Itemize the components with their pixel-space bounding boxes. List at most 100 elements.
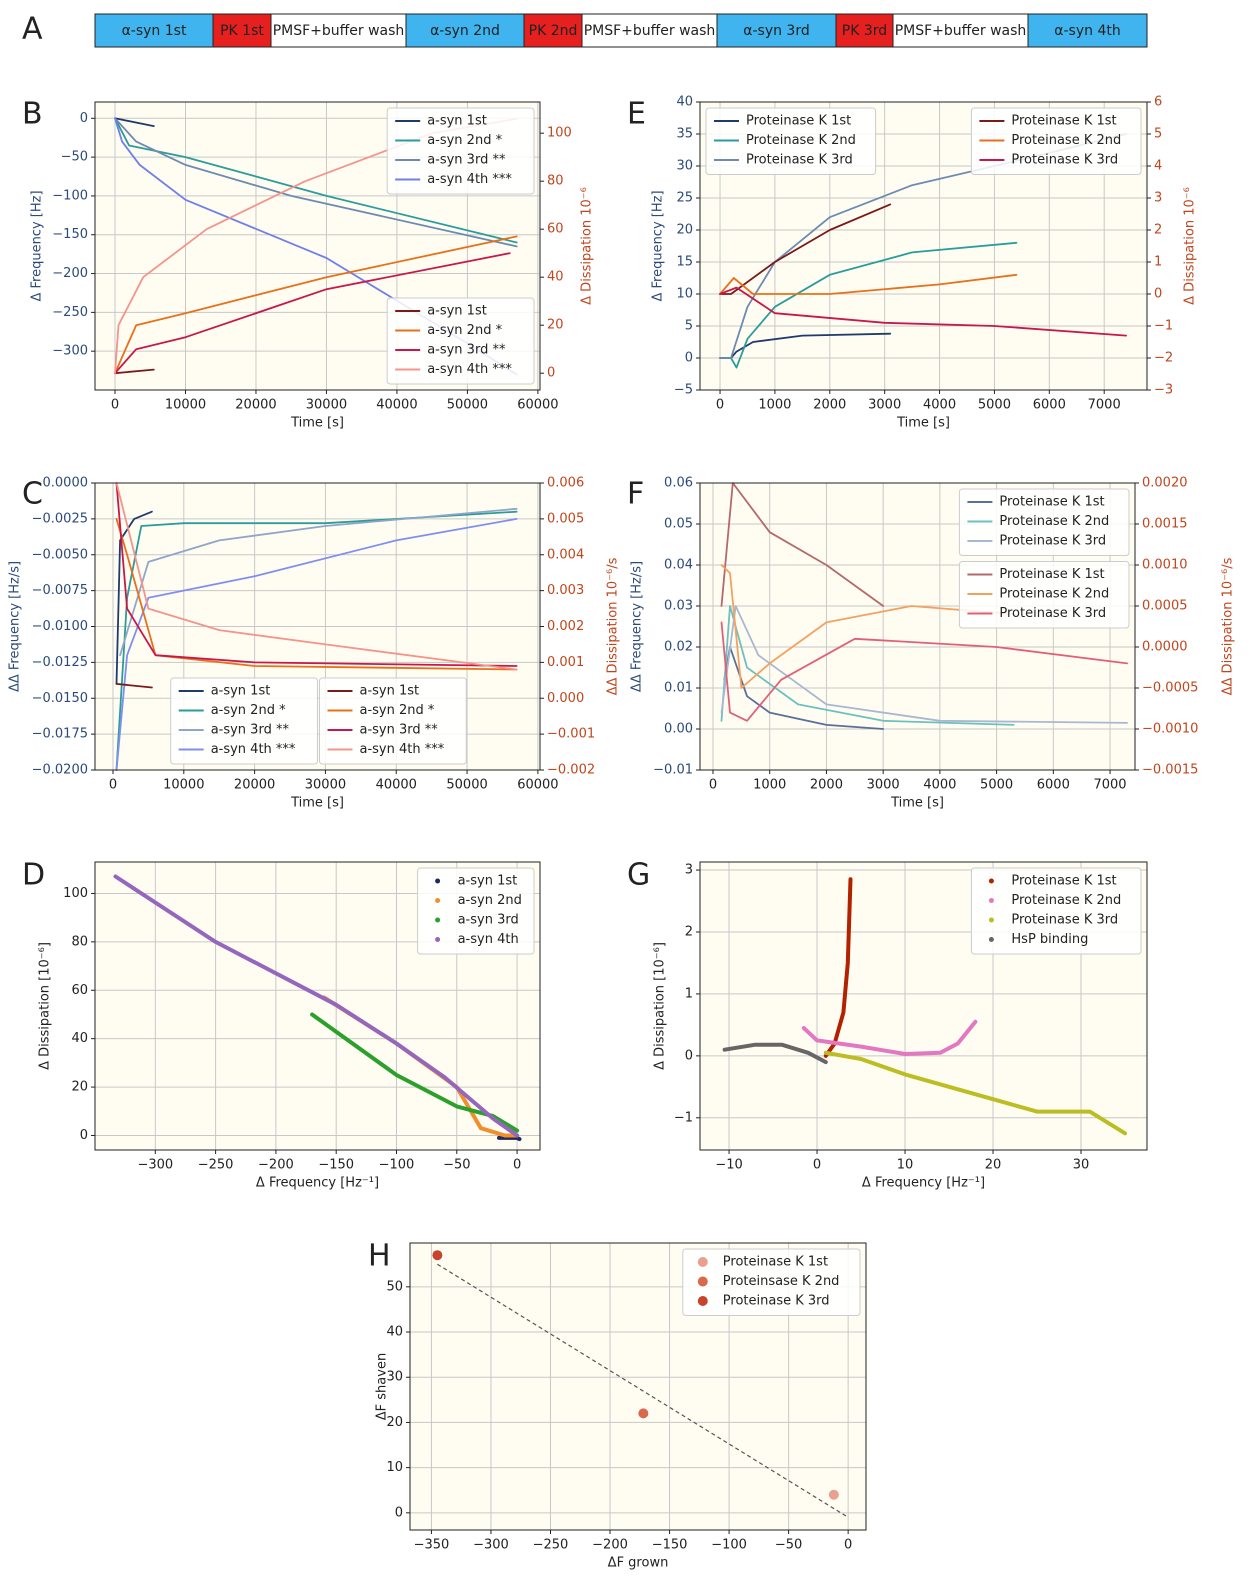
y-tick-label: 15 [676, 255, 693, 270]
series-line [497, 1135, 522, 1142]
y-tick-label: 1 [685, 986, 693, 1001]
x-tick-label: −300 [137, 1158, 173, 1173]
legend-box [970, 107, 1142, 175]
y2-tick-label: 0.0000 [1142, 640, 1188, 655]
y2-tick-label: 0 [1154, 287, 1162, 302]
y2-tick-label: −2 [1154, 351, 1173, 366]
y-tick-label: 25 [676, 191, 693, 206]
series-line [115, 683, 153, 689]
x-tick-label: 0 [813, 1158, 821, 1173]
series-line [113, 874, 520, 1138]
x-tick-label: 10000 [163, 778, 204, 793]
series-line [114, 252, 511, 375]
y-tick-label: 0.05 [664, 517, 693, 532]
legend-box [682, 1248, 861, 1316]
x-axis-label: Time [s] [290, 796, 344, 811]
y2-tick-label: 0.003 [547, 583, 584, 598]
panel-letter: D [22, 858, 45, 893]
series-line [115, 482, 518, 671]
y-tick-label: 20 [71, 1080, 88, 1095]
legend-label: a-syn 2nd * [360, 703, 435, 718]
x-tick-label: −50 [775, 1538, 802, 1553]
y-tick-label: −200 [52, 266, 88, 281]
series-line [114, 235, 518, 375]
y2-tick-label: −0.001 [547, 727, 595, 742]
protocol-step-label: PK 1st [220, 23, 264, 39]
y2-tick-label: 20 [547, 318, 564, 333]
protocol-step-label: PK 2nd [529, 23, 578, 39]
y2-tick-label: −0.0015 [1142, 763, 1198, 778]
legend-label: Proteinase K 3rd [723, 1294, 830, 1309]
legend-marker [697, 1276, 708, 1287]
legend-label: a-syn 4th *** [360, 742, 445, 757]
legend-marker [988, 878, 994, 884]
protocol-step [523, 13, 583, 48]
x-tick-label: 50000 [447, 398, 488, 413]
y-tick-label: 20 [386, 1415, 403, 1430]
legend-label: a-syn 1st [458, 874, 518, 889]
x-tick-label: −100 [379, 1158, 415, 1173]
panel-letter: B [22, 97, 43, 132]
legend-box [705, 107, 877, 175]
legend-label: a-syn 1st [360, 684, 420, 699]
plot-frame [94, 861, 541, 1151]
panel-letter: A [22, 12, 43, 47]
plot-frame [699, 861, 1148, 1151]
legend-label: Proteinase K 2nd [999, 587, 1109, 602]
x-tick-label: 20000 [234, 778, 275, 793]
plot-frame [699, 482, 1136, 771]
legend-label: Proteinase K 1st [723, 1255, 828, 1270]
protocol-step-label: α-syn 3rd [743, 23, 810, 39]
series-line [719, 273, 1018, 295]
series-line [114, 117, 518, 248]
legend-box [970, 867, 1142, 955]
legend-label: a-syn 3rd ** [211, 723, 290, 738]
legend-label: a-syn 2nd [458, 893, 522, 908]
x-tick-label: 4000 [923, 398, 956, 413]
x-tick-label: −50 [443, 1158, 470, 1173]
legend-label: Proteinase K 1st [1011, 114, 1116, 129]
y-tick-label: 0.0000 [43, 476, 89, 491]
x-tick-label: 60000 [517, 778, 558, 793]
legend-label: a-syn 3rd ** [360, 723, 439, 738]
y2-axis-label: Δ Dissipation 10⁻⁶ [580, 187, 595, 305]
y-axis-label: Δ Dissipation [10⁻⁶] [38, 942, 53, 1070]
series-line [720, 605, 1128, 724]
x-axis-label: Δ Frequency [Hz⁻¹] [256, 1176, 379, 1191]
x-axis-label: Time [s] [896, 416, 950, 431]
y-tick-label: 2 [685, 924, 693, 939]
series-line [720, 605, 1015, 726]
protocol-step [581, 13, 718, 48]
legend-box [386, 107, 535, 195]
series-line [114, 117, 155, 127]
legend-label: a-syn 4th *** [427, 362, 512, 377]
x-tick-label: −250 [198, 1158, 234, 1173]
x-axis-label: Δ Frequency [Hz⁻¹] [862, 1176, 985, 1191]
protocol-step-label: α-syn 2nd [430, 23, 500, 39]
protocol-step [716, 13, 837, 48]
y-axis-label: Δ Frequency [Hz] [651, 190, 666, 301]
legend-label: a-syn 2nd * [427, 323, 502, 338]
y-tick-label: 10 [386, 1460, 403, 1475]
y-tick-label: 30 [386, 1370, 403, 1385]
legend-box [417, 867, 535, 955]
y2-tick-label: 80 [547, 174, 564, 189]
y-tick-label: 60 [71, 983, 88, 998]
legend-box [170, 677, 318, 765]
protocol-step-label: α-syn 1st [122, 23, 187, 39]
y-axis-label: Δ Frequency [Hz] [30, 190, 45, 301]
legend-label: a-syn 3rd ** [427, 343, 506, 358]
x-tick-label: −300 [473, 1538, 509, 1553]
x-tick-label: 10000 [165, 398, 206, 413]
y2-axis-label: ΔΔ Dissipation 10⁻⁶/s [1221, 557, 1236, 695]
legend-label: Proteinase K 1st [999, 495, 1104, 510]
protocol-step [1027, 13, 1148, 48]
y-tick-label: −50 [61, 150, 88, 165]
x-tick-label: 20000 [235, 398, 276, 413]
legend-marker [988, 917, 994, 923]
legend-label: Proteinase K 3rd [746, 153, 853, 168]
y-tick-label: 0 [685, 351, 693, 366]
legend-marker [435, 917, 441, 923]
y-tick-label: −5 [674, 383, 693, 398]
